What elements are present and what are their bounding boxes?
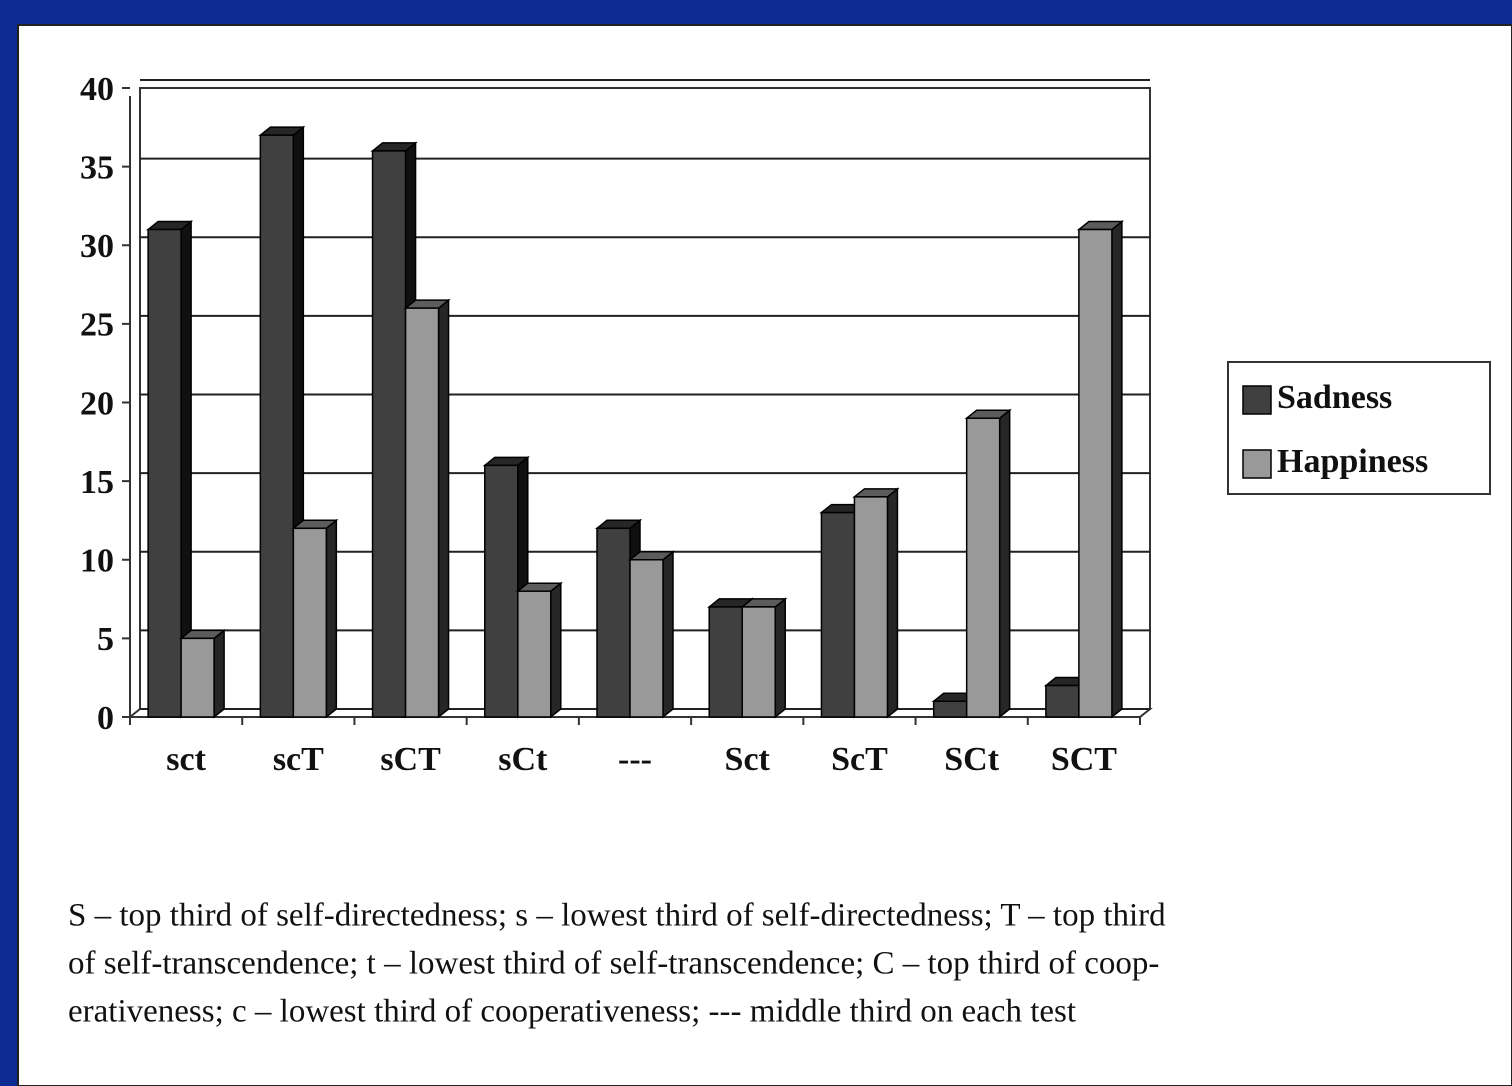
bar (965, 417, 1001, 718)
x-tick-label: --- (618, 741, 652, 778)
bar-side (774, 597, 786, 719)
bar-side (437, 298, 450, 719)
bar (259, 134, 295, 718)
x-tick-label: sCt (498, 741, 548, 778)
footnote-line: S – top third of self-directedness; s – … (68, 898, 1166, 934)
y-tick-label: 20 (80, 385, 114, 422)
bar (484, 464, 519, 718)
legend-swatch (1242, 449, 1272, 479)
x-tick-label: Sct (725, 741, 771, 778)
x-tick-label: SCT (1051, 741, 1117, 778)
bar (820, 511, 856, 718)
legend-label: Sadness (1277, 379, 1392, 416)
x-tick-label: sct (166, 741, 206, 778)
y-tick-label: 35 (80, 149, 114, 186)
bar (371, 150, 407, 718)
bar-side (1111, 219, 1123, 719)
bar-side (886, 487, 899, 719)
bar (741, 606, 776, 718)
footnote-line: erativeness; c – lowest third of coopera… (68, 994, 1076, 1030)
footnote-line: of self-transcendence; t – lowest third … (68, 946, 1159, 982)
x-tick-label: ScT (831, 741, 888, 778)
bar (708, 606, 743, 718)
bar-side (213, 628, 225, 719)
bar (404, 307, 440, 718)
bar (1045, 684, 1080, 718)
bar (932, 700, 968, 718)
bar (147, 228, 182, 718)
bar-side (662, 550, 674, 719)
y-tick-label: 0 (97, 700, 114, 737)
x-tick-label: scT (273, 741, 324, 778)
y-tick-label: 40 (80, 71, 114, 108)
bar-side (325, 518, 338, 719)
bar (180, 637, 215, 718)
legend-swatch (1242, 385, 1272, 415)
y-tick-label: 10 (80, 543, 114, 580)
x-tick-label: SCt (944, 741, 999, 778)
y-tick-label: 25 (80, 307, 114, 344)
bar (853, 496, 889, 718)
bar-side (998, 408, 1011, 719)
bar-side (550, 581, 562, 719)
y-tick-label: 30 (80, 228, 114, 265)
x-tick-label: sCT (380, 741, 441, 778)
bar (596, 527, 631, 718)
bar (292, 527, 328, 718)
y-tick-label: 15 (80, 464, 114, 501)
bar (517, 590, 552, 718)
bar (1078, 228, 1113, 718)
y-tick-label: 5 (97, 621, 114, 658)
legend-label: Happiness (1277, 443, 1428, 480)
bar (629, 559, 664, 718)
